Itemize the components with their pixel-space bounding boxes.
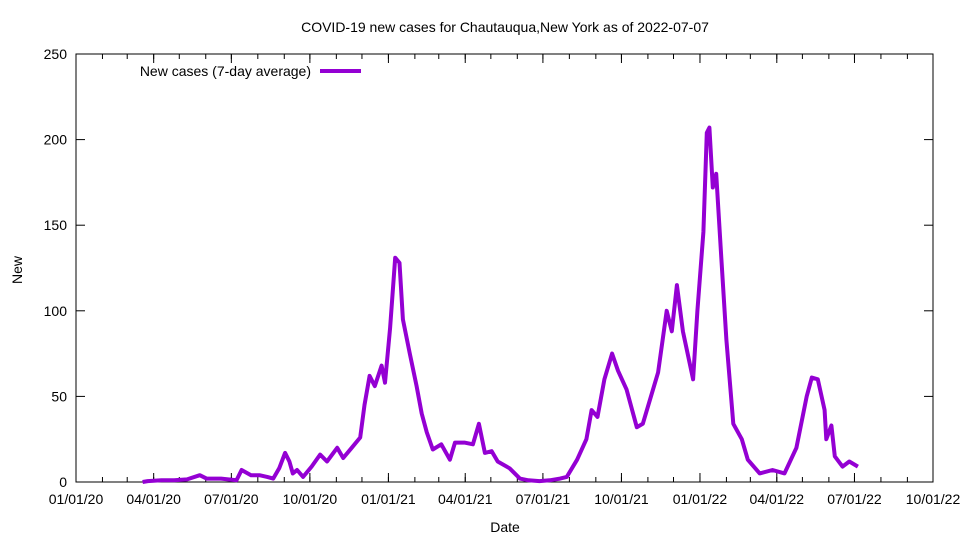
x-tick-label: 10/01/22 (906, 491, 960, 507)
x-tick-label: 01/01/21 (361, 491, 416, 507)
chart-title: COVID-19 new cases for Chautauqua,New Yo… (301, 19, 709, 35)
legend: New cases (7-day average) (140, 63, 361, 79)
legend-label: New cases (7-day average) (140, 63, 311, 79)
x-tick-label: 07/01/20 (204, 491, 259, 507)
x-tick-label: 01/01/22 (673, 491, 728, 507)
y-tick-label: 250 (44, 46, 68, 62)
series-line (142, 125, 859, 484)
x-tick-label: 04/01/22 (750, 491, 805, 507)
x-tick-label: 10/01/20 (283, 491, 338, 507)
axis-ticks: 0 50 100 150 200 250 01/01/20 04/01/20 07/01/20 1… (44, 46, 960, 507)
x-tick-label: 01/01/20 (49, 491, 104, 507)
x-tick-label: 04/01/21 (438, 491, 493, 507)
x-tick-label: 04/01/20 (126, 491, 181, 507)
series-layer (142, 125, 859, 484)
plot-border (75, 53, 934, 483)
y-tick-label: 100 (44, 303, 68, 319)
x-tick-label: 07/01/22 (827, 491, 882, 507)
y-tick-label: 50 (51, 388, 67, 404)
y-tick-label: 150 (44, 217, 68, 233)
y-axis-label: New (9, 255, 25, 284)
x-axis-label: Date (490, 519, 520, 535)
x-tick-label: 10/01/21 (594, 491, 649, 507)
y-tick-label: 0 (59, 474, 67, 490)
x-tick-label: 07/01/21 (516, 491, 571, 507)
y-tick-label: 200 (44, 132, 68, 148)
